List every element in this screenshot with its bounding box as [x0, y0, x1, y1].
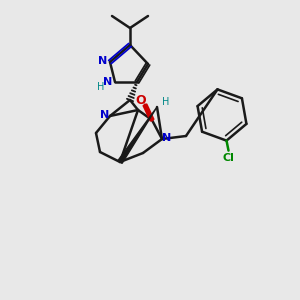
Text: N: N	[100, 110, 109, 120]
Text: N: N	[103, 77, 112, 87]
Text: Cl: Cl	[223, 153, 235, 163]
Text: H: H	[162, 97, 170, 107]
Text: N: N	[162, 133, 172, 143]
Text: N: N	[98, 56, 108, 66]
Text: O: O	[136, 94, 146, 107]
Polygon shape	[118, 107, 157, 164]
Text: H: H	[97, 82, 105, 92]
